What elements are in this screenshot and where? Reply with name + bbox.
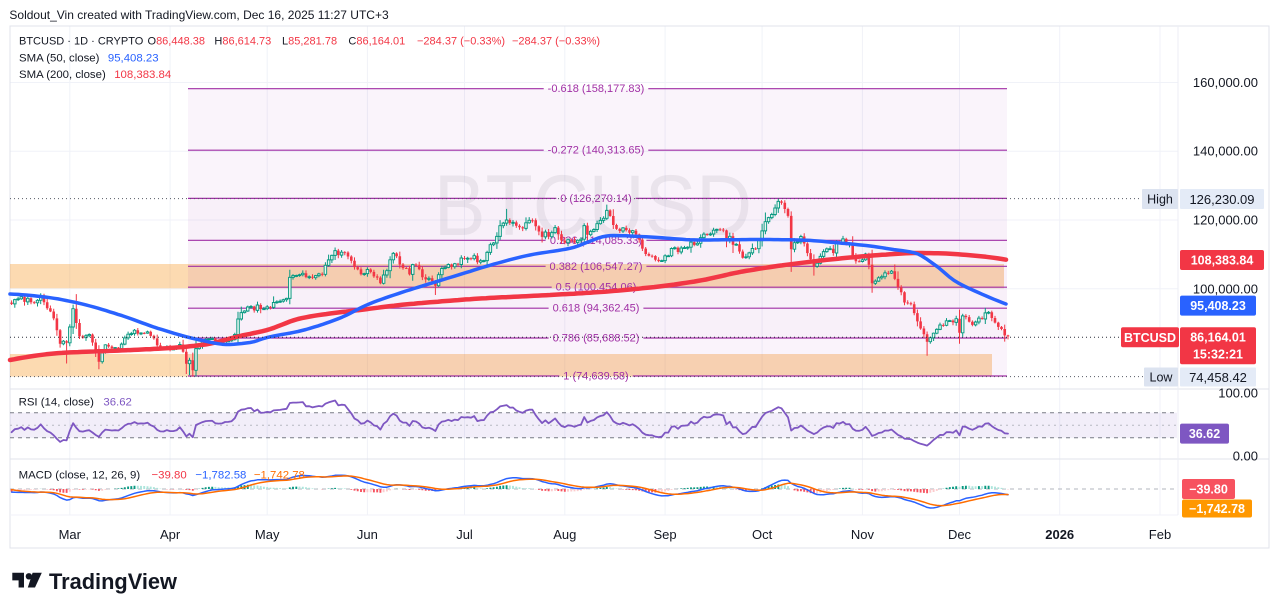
svg-text:Apr: Apr <box>160 527 181 542</box>
svg-text:RSI (14, close)36.62: RSI (14, close) 36.62 <box>19 396 132 408</box>
svg-text:Jun: Jun <box>357 527 378 542</box>
svg-text:100,000.00: 100,000.00 <box>1193 281 1258 296</box>
svg-text:36.62: 36.62 <box>1189 427 1220 441</box>
svg-text:Jul: Jul <box>456 527 473 542</box>
svg-text:BTCUSD: BTCUSD <box>1124 331 1176 345</box>
svg-text:74,458.42: 74,458.42 <box>1189 370 1247 385</box>
svg-text:Feb: Feb <box>1149 527 1171 542</box>
svg-text:0 (126,270.14): 0 (126,270.14) <box>560 193 632 205</box>
svg-text:TradingView: TradingView <box>49 569 177 594</box>
svg-text:MACD (close, 12, 26, 9)−39.80−: MACD (close, 12, 26, 9) −39.80 −1,782.58 −1… <box>19 470 305 482</box>
svg-text:0.236 (114,085.33): 0.236 (114,085.33) <box>550 235 642 247</box>
svg-text:Aug: Aug <box>553 527 576 542</box>
svg-text:120,000.00: 120,000.00 <box>1193 213 1258 228</box>
svg-text:Low: Low <box>1150 371 1174 385</box>
svg-text:160,000.00: 160,000.00 <box>1193 75 1258 90</box>
svg-text:High: High <box>1147 193 1173 207</box>
svg-text:0.786 (85,688.52): 0.786 (85,688.52) <box>553 333 640 345</box>
svg-text:Soldout_Vin created with Tradi: Soldout_Vin created with TradingView.com… <box>9 8 389 22</box>
svg-text:May: May <box>255 527 280 542</box>
svg-text:140,000.00: 140,000.00 <box>1193 144 1258 159</box>
svg-text:86,164.01: 86,164.01 <box>1190 330 1246 344</box>
svg-text:−39.80: −39.80 <box>1189 483 1228 497</box>
svg-text:SMA (50, close)95,408.23: SMA (50, close) 95,408.23 <box>19 53 159 65</box>
svg-text:15:32:21: 15:32:21 <box>1193 347 1243 361</box>
svg-text:108,383.84: 108,383.84 <box>1191 254 1254 268</box>
svg-text:Sep: Sep <box>654 527 677 542</box>
svg-text:Oct: Oct <box>752 527 773 542</box>
svg-text:-0.272 (140,313.65): -0.272 (140,313.65) <box>548 145 645 157</box>
svg-text:126,230.09: 126,230.09 <box>1189 192 1254 207</box>
svg-text:0.618 (94,362.45): 0.618 (94,362.45) <box>553 303 640 315</box>
svg-text:Mar: Mar <box>59 527 82 542</box>
svg-text:Nov: Nov <box>851 527 875 542</box>
svg-text:-0.618 (158,177.83): -0.618 (158,177.83) <box>548 83 645 95</box>
svg-text:0.382 (106,547.27): 0.382 (106,547.27) <box>550 261 643 273</box>
svg-text:100.00: 100.00 <box>1218 385 1258 400</box>
svg-text:2026: 2026 <box>1045 527 1074 542</box>
svg-text:−1,742.78: −1,742.78 <box>1189 502 1245 516</box>
svg-text:SMA (200, close)108,383.84: SMA (200, close) 108,383.84 <box>19 69 171 81</box>
svg-text:Dec: Dec <box>948 527 972 542</box>
svg-text:0.00: 0.00 <box>1233 448 1258 463</box>
svg-text:1 (74,639.58): 1 (74,639.58) <box>563 371 628 383</box>
svg-text:95,408.23: 95,408.23 <box>1190 299 1246 313</box>
